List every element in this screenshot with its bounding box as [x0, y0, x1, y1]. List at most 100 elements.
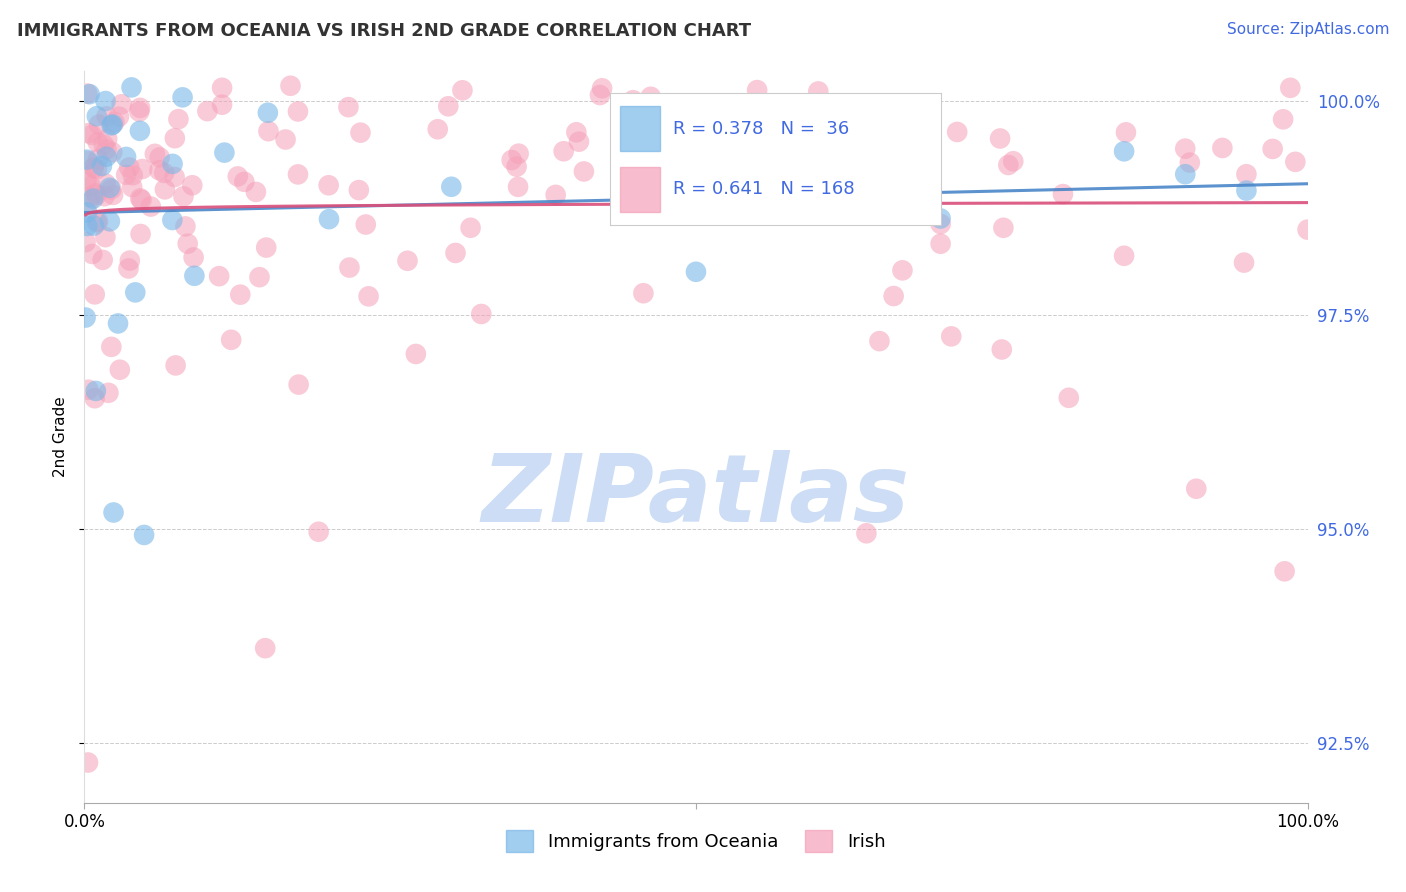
Point [506, 179, 529, 194]
Point [1114, 249, 1136, 263]
Point [162, 213, 184, 227]
Point [108, 362, 131, 376]
Text: Source: ZipAtlas.com: Source: ZipAtlas.com [1226, 22, 1389, 37]
Point [132, 528, 155, 542]
Y-axis label: 2nd Grade: 2nd Grade [52, 397, 67, 477]
Point [100, 340, 122, 354]
Point [226, 169, 249, 184]
Point [83, 219, 105, 233]
Point [501, 153, 523, 167]
Point [572, 164, 595, 178]
Point [1274, 564, 1296, 578]
Point [214, 145, 236, 160]
Point [941, 329, 963, 343]
Point [181, 178, 204, 193]
Point [76, 173, 98, 187]
Point [172, 90, 194, 104]
Point [591, 81, 613, 95]
Point [94, 230, 117, 244]
Point [633, 286, 655, 301]
Point [107, 317, 129, 331]
Point [165, 359, 187, 373]
Point [83, 287, 105, 301]
Point [929, 217, 952, 231]
Point [1174, 142, 1197, 156]
Point [153, 166, 176, 180]
Point [82, 247, 104, 261]
Point [229, 287, 252, 301]
Point [76, 153, 98, 167]
Point [79, 178, 101, 193]
Point [337, 100, 360, 114]
Point [84, 384, 107, 398]
Point [76, 205, 98, 219]
Point [100, 118, 122, 132]
Point [84, 186, 107, 201]
Point [308, 524, 330, 539]
Point [153, 182, 176, 196]
Point [869, 128, 891, 143]
Point [245, 185, 267, 199]
Point [103, 506, 125, 520]
Point [621, 93, 644, 107]
Point [249, 270, 271, 285]
Point [162, 157, 184, 171]
Point [1261, 142, 1284, 156]
Point [87, 152, 110, 166]
Point [76, 154, 98, 169]
Point [1178, 155, 1201, 169]
Point [86, 161, 108, 176]
Point [318, 178, 340, 193]
Point [287, 104, 309, 119]
Point [115, 168, 138, 182]
Point [121, 168, 143, 182]
Point [77, 194, 100, 209]
Point [1236, 184, 1258, 198]
Point [76, 87, 98, 101]
Point [824, 193, 846, 207]
Point [131, 193, 153, 207]
Point [143, 146, 166, 161]
Point [405, 347, 427, 361]
Point [87, 118, 110, 132]
Point [86, 188, 108, 202]
Point [891, 263, 914, 277]
Point [451, 83, 474, 97]
Text: IMMIGRANTS FROM OCEANIA VS IRISH 2ND GRADE CORRELATION CHART: IMMIGRANTS FROM OCEANIA VS IRISH 2ND GRA… [17, 22, 751, 40]
Point [254, 241, 277, 255]
Point [195, 104, 218, 119]
Point [208, 269, 231, 284]
Point [357, 289, 380, 303]
Point [87, 214, 110, 228]
Text: ZIPatlas: ZIPatlas [482, 450, 910, 541]
Point [807, 85, 830, 99]
Point [77, 756, 100, 770]
Point [257, 105, 280, 120]
Point [869, 148, 891, 162]
Point [339, 260, 361, 275]
Point [75, 310, 97, 325]
Point [75, 235, 97, 249]
Point [129, 227, 152, 241]
Point [80, 128, 103, 142]
Point [807, 175, 830, 189]
Point [907, 149, 929, 163]
Point [280, 78, 302, 93]
Point [1236, 167, 1258, 181]
Point [460, 220, 482, 235]
Point [589, 88, 612, 103]
Point [174, 219, 197, 234]
Point [349, 126, 371, 140]
Legend: Immigrants from Oceania, Irish: Immigrants from Oceania, Irish [499, 823, 893, 860]
Point [149, 150, 172, 164]
Point [685, 265, 707, 279]
Point [93, 137, 115, 152]
Point [96, 109, 118, 123]
Point [839, 192, 862, 206]
Point [76, 219, 98, 233]
Point [287, 168, 309, 182]
Point [86, 136, 108, 150]
Point [115, 150, 138, 164]
Point [233, 175, 256, 189]
Point [347, 183, 370, 197]
